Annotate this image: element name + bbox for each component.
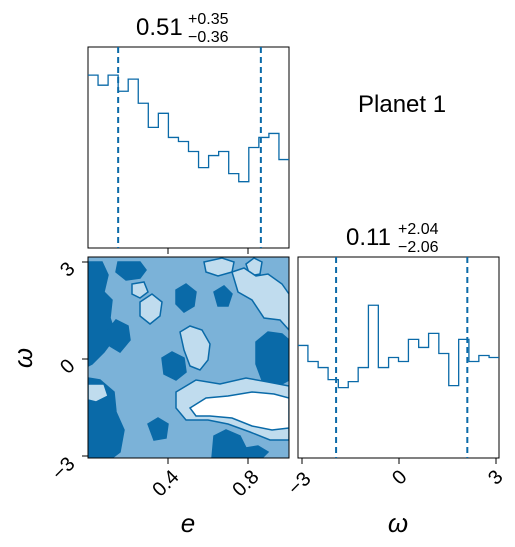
hist-omega-xtick-label: 0 <box>388 466 411 489</box>
hist-omega-title-minus: −2.06 <box>398 239 439 256</box>
contour-dark <box>147 417 169 441</box>
hist-e-title: 0.51 <box>136 14 183 41</box>
contour-dark <box>175 283 197 313</box>
hist-e-panel: 0.51 +0.35 −0.36 <box>87 11 290 254</box>
density-xtick-label: 0.4 <box>148 466 183 501</box>
contour-dark <box>255 331 289 387</box>
contour-dark <box>211 429 270 458</box>
contour-light <box>231 267 289 332</box>
planet-label: Planet 1 <box>358 91 446 118</box>
hist-e-frame <box>87 46 290 249</box>
contour-white <box>188 391 289 431</box>
contour-dark <box>107 319 131 353</box>
density-panel: 3 0 −3 0.4 0.8 e ω <box>8 256 290 538</box>
density-ylabel: ω <box>8 348 38 368</box>
density-xtick-label: 0.8 <box>228 466 263 501</box>
density-contours <box>88 257 289 458</box>
contour-light <box>131 281 149 299</box>
contour-light <box>203 257 235 277</box>
density-frame <box>87 256 290 459</box>
contour-light <box>88 383 109 403</box>
density-ytick-label: 3 <box>56 258 79 281</box>
hist-e-title-minus: −0.36 <box>188 29 229 46</box>
hist-omega-panel: 0.11 +2.04 −2.06 −3 0 3 ω <box>284 221 508 538</box>
density-ytick-label: 0 <box>56 355 79 378</box>
hist-omega-title: 0.11 <box>346 224 391 251</box>
contour-light <box>139 293 163 325</box>
density-xlabel: e <box>181 508 195 538</box>
hist-omega-xlabel: ω <box>388 508 408 538</box>
hist-e-title-plus: +0.35 <box>188 11 229 28</box>
histogram-step-line <box>298 304 499 389</box>
hist-omega-xtick-label: −3 <box>284 468 316 500</box>
hist-omega-marks <box>298 257 499 458</box>
density-ytick-label: −3 <box>48 453 80 485</box>
contour-light <box>179 325 211 371</box>
contour-dark <box>115 261 147 281</box>
hist-omega-xtick-label: 3 <box>484 466 507 489</box>
hist-omega-title-plus: +2.04 <box>398 221 439 238</box>
contour-dark <box>213 285 233 307</box>
contour-dark <box>161 351 187 381</box>
hist-e-marks <box>88 47 289 248</box>
histogram-step-line <box>88 74 289 183</box>
